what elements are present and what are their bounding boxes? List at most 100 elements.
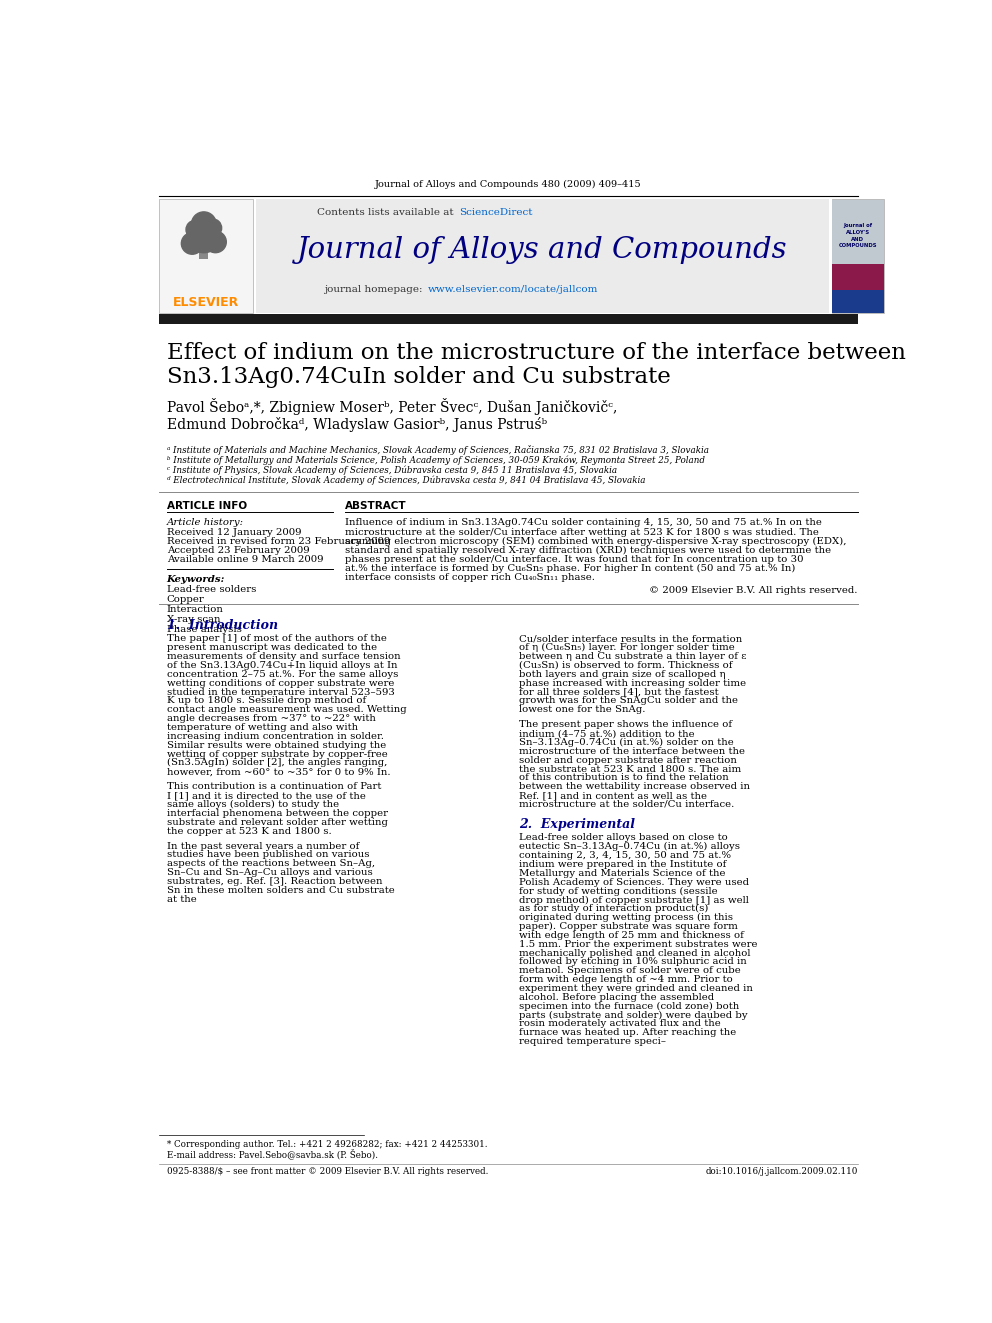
Text: at.% the interface is formed by Cu₆Sn₅ phase. For higher In content (50 and 75 a: at.% the interface is formed by Cu₆Sn₅ p… xyxy=(345,564,796,573)
Text: experiment they were grinded and cleaned in: experiment they were grinded and cleaned… xyxy=(519,984,753,994)
Circle shape xyxy=(186,218,221,253)
Text: The present paper shows the influence of: The present paper shows the influence of xyxy=(519,720,732,729)
Circle shape xyxy=(182,233,203,254)
Text: increasing indium concentration in solder.: increasing indium concentration in solde… xyxy=(167,732,384,741)
Text: concentration 2–75 at.%. For the same alloys: concentration 2–75 at.%. For the same al… xyxy=(167,669,398,679)
Text: solder and copper substrate after reaction: solder and copper substrate after reacti… xyxy=(519,755,737,765)
Text: of this contribution is to find the relation: of this contribution is to find the rela… xyxy=(519,774,729,782)
Text: Journal of Alloys and Compounds: Journal of Alloys and Compounds xyxy=(298,235,788,263)
FancyBboxPatch shape xyxy=(159,198,253,312)
Text: the copper at 523 K and 1800 s.: the copper at 523 K and 1800 s. xyxy=(167,827,331,836)
FancyBboxPatch shape xyxy=(832,198,884,312)
Text: Contents lists available at: Contents lists available at xyxy=(317,208,457,217)
Text: originated during wetting process (in this: originated during wetting process (in th… xyxy=(519,913,733,922)
Text: scanning electron microscopy (SEM) combined with energy-dispersive X-ray spectro: scanning electron microscopy (SEM) combi… xyxy=(345,537,846,545)
Text: the substrate at 523 K and 1800 s. The aim: the substrate at 523 K and 1800 s. The a… xyxy=(519,765,741,774)
FancyBboxPatch shape xyxy=(256,198,829,312)
Text: K up to 1800 s. Sessile drop method of: K up to 1800 s. Sessile drop method of xyxy=(167,696,366,705)
Text: as for study of interaction product(s): as for study of interaction product(s) xyxy=(519,904,708,913)
Text: Available online 9 March 2009: Available online 9 March 2009 xyxy=(167,556,323,565)
FancyBboxPatch shape xyxy=(159,315,858,324)
Text: eutectic Sn–3.13Ag–0.74Cu (in at.%) alloys: eutectic Sn–3.13Ag–0.74Cu (in at.%) allo… xyxy=(519,843,740,852)
Text: microstructure of the interface between the: microstructure of the interface between … xyxy=(519,747,745,755)
Text: Ref. [1] and in content as well as the: Ref. [1] and in content as well as the xyxy=(519,791,707,800)
Text: Copper: Copper xyxy=(167,595,204,605)
Text: substrates, eg. Ref. [3]. Reaction between: substrates, eg. Ref. [3]. Reaction betwe… xyxy=(167,877,382,886)
Text: Lead-free solders: Lead-free solders xyxy=(167,586,256,594)
Text: mechanically polished and cleaned in alcohol: mechanically polished and cleaned in alc… xyxy=(519,949,751,958)
Text: (Cu₃Sn) is observed to form. Thickness of: (Cu₃Sn) is observed to form. Thickness o… xyxy=(519,662,733,669)
Text: growth was for the SnAgCu solder and the: growth was for the SnAgCu solder and the xyxy=(519,696,738,705)
Text: Influence of indium in Sn3.13Ag0.74Cu solder containing 4, 15, 30, 50 and 75 at.: Influence of indium in Sn3.13Ag0.74Cu so… xyxy=(345,519,821,528)
Text: form with edge length of ~4 mm. Prior to: form with edge length of ~4 mm. Prior to xyxy=(519,975,733,984)
Text: phases present at the solder/Cu interface. It was found that for In concentratio: phases present at the solder/Cu interfac… xyxy=(345,554,804,564)
Text: present manuscript was dedicated to the: present manuscript was dedicated to the xyxy=(167,643,377,652)
Text: Similar results were obtained studying the: Similar results were obtained studying t… xyxy=(167,741,386,750)
Text: followed by etching in 10% sulphuric acid in: followed by etching in 10% sulphuric aci… xyxy=(519,958,747,966)
Text: contact angle measurement was used. Wetting: contact angle measurement was used. Wett… xyxy=(167,705,407,714)
Text: Metallurgy and Materials Science of the: Metallurgy and Materials Science of the xyxy=(519,869,726,878)
FancyBboxPatch shape xyxy=(199,243,208,259)
Text: with edge length of 25 mm and thickness of: with edge length of 25 mm and thickness … xyxy=(519,931,744,939)
Text: www.elsevier.com/locate/jallcom: www.elsevier.com/locate/jallcom xyxy=(428,286,598,294)
Text: wetting of copper substrate by copper-free: wetting of copper substrate by copper-fr… xyxy=(167,750,387,758)
Text: same alloys (solders) to study the: same alloys (solders) to study the xyxy=(167,800,338,810)
Text: angle decreases from ~37° to ~22° with: angle decreases from ~37° to ~22° with xyxy=(167,714,376,724)
Text: ELSEVIER: ELSEVIER xyxy=(173,296,239,310)
Text: ARTICLE INFO: ARTICLE INFO xyxy=(167,501,247,511)
Text: In the past several years a number of: In the past several years a number of xyxy=(167,841,359,851)
Text: rosin moderately activated flux and the: rosin moderately activated flux and the xyxy=(519,1020,721,1028)
Text: * Corresponding author. Tel.: +421 2 49268282; fax: +421 2 44253301.: * Corresponding author. Tel.: +421 2 492… xyxy=(167,1140,487,1148)
Text: paper). Copper substrate was square form: paper). Copper substrate was square form xyxy=(519,922,738,931)
Text: © 2009 Elsevier B.V. All rights reserved.: © 2009 Elsevier B.V. All rights reserved… xyxy=(650,586,858,595)
Circle shape xyxy=(191,212,216,237)
Text: Accepted 23 February 2009: Accepted 23 February 2009 xyxy=(167,546,310,556)
Text: for all three solders [4], but the fastest: for all three solders [4], but the faste… xyxy=(519,688,719,697)
Text: between the wettability increase observed in: between the wettability increase observe… xyxy=(519,782,750,791)
Text: parts (substrate and solder) were daubed by: parts (substrate and solder) were daubed… xyxy=(519,1011,748,1020)
Text: interfacial phenomena between the copper: interfacial phenomena between the copper xyxy=(167,808,388,818)
Text: studied in the temperature interval 523–593: studied in the temperature interval 523–… xyxy=(167,688,395,697)
Text: Lead-free solder alloys based on close to: Lead-free solder alloys based on close t… xyxy=(519,833,728,843)
Text: I [1] and it is directed to the use of the: I [1] and it is directed to the use of t… xyxy=(167,791,365,800)
Text: E-mail address: Pavel.Sebo@savba.sk (P. Šebo).: E-mail address: Pavel.Sebo@savba.sk (P. … xyxy=(167,1148,378,1159)
Text: doi:10.1016/j.jallcom.2009.02.110: doi:10.1016/j.jallcom.2009.02.110 xyxy=(705,1167,858,1176)
Text: Sn3.13Ag0.74CuIn solder and Cu substrate: Sn3.13Ag0.74CuIn solder and Cu substrate xyxy=(167,365,671,388)
Text: ᵇ Institute of Metallurgy and Materials Science, Polish Academy of Sciences, 30-: ᵇ Institute of Metallurgy and Materials … xyxy=(167,455,704,464)
Text: microstructure at the solder/Cu interface after wetting at 523 K for 1800 s was : microstructure at the solder/Cu interfac… xyxy=(345,528,818,537)
Text: ScienceDirect: ScienceDirect xyxy=(458,208,533,217)
Text: Sn–3.13Ag–0.74Cu (in at.%) solder on the: Sn–3.13Ag–0.74Cu (in at.%) solder on the xyxy=(519,738,734,747)
Text: Journal of
ALLOY'S
AND
COMPOUNDS: Journal of ALLOY'S AND COMPOUNDS xyxy=(838,224,877,249)
Text: ᵈ Electrotechnical Institute, Slovak Academy of Sciences, Dúbravska cesta 9, 841: ᵈ Electrotechnical Institute, Slovak Aca… xyxy=(167,475,645,484)
Text: wetting conditions of copper substrate were: wetting conditions of copper substrate w… xyxy=(167,679,394,688)
FancyBboxPatch shape xyxy=(832,265,884,291)
Text: indium (4–75 at.%) addition to the: indium (4–75 at.%) addition to the xyxy=(519,729,694,738)
Text: Sn–Cu and Sn–Ag–Cu alloys and various: Sn–Cu and Sn–Ag–Cu alloys and various xyxy=(167,868,372,877)
Text: metanol. Specimens of solder were of cube: metanol. Specimens of solder were of cub… xyxy=(519,966,741,975)
Text: microstructure at the solder/Cu interface.: microstructure at the solder/Cu interfac… xyxy=(519,800,735,808)
Text: however, from ~60° to ~35° for 0 to 9% In.: however, from ~60° to ~35° for 0 to 9% I… xyxy=(167,767,390,777)
Text: for study of wetting conditions (sessile: for study of wetting conditions (sessile xyxy=(519,886,718,896)
Text: Interaction: Interaction xyxy=(167,606,223,614)
Text: Cu/solder interface results in the formation: Cu/solder interface results in the forma… xyxy=(519,635,742,643)
Text: drop method) of copper substrate [1] as well: drop method) of copper substrate [1] as … xyxy=(519,896,749,905)
Text: 2.  Experimental: 2. Experimental xyxy=(519,818,635,831)
Text: between η and Cu substrate a thin layer of ε: between η and Cu substrate a thin layer … xyxy=(519,652,747,662)
Text: standard and spatially resolved X-ray diffraction (XRD) techniques were used to : standard and spatially resolved X-ray di… xyxy=(345,545,831,554)
Text: Received 12 January 2009: Received 12 January 2009 xyxy=(167,528,302,537)
Text: at the: at the xyxy=(167,894,196,904)
Text: Pavol Šeboᵃ,*, Zbigniew Moserᵇ, Peter Švecᶜ, Dušan Janičkovičᶜ,: Pavol Šeboᵃ,*, Zbigniew Moserᵇ, Peter Šv… xyxy=(167,398,617,415)
Text: indium were prepared in the Institute of: indium were prepared in the Institute of xyxy=(519,860,726,869)
Circle shape xyxy=(204,232,226,253)
Text: measurements of density and surface tension: measurements of density and surface tens… xyxy=(167,652,400,662)
Text: 1.5 mm. Prior the experiment substrates were: 1.5 mm. Prior the experiment substrates … xyxy=(519,939,758,949)
Text: both layers and grain size of scalloped η: both layers and grain size of scalloped … xyxy=(519,669,726,679)
Text: Journal of Alloys and Compounds 480 (2009) 409–415: Journal of Alloys and Compounds 480 (200… xyxy=(375,180,642,189)
Text: Edmund Dobročkaᵈ, Wladyslaw Gasiorᵇ, Janus Pstruśᵇ: Edmund Dobročkaᵈ, Wladyslaw Gasiorᵇ, Jan… xyxy=(167,417,547,431)
Text: alcohol. Before placing the assembled: alcohol. Before placing the assembled xyxy=(519,992,714,1002)
Text: aspects of the reactions between Sn–Ag,: aspects of the reactions between Sn–Ag, xyxy=(167,859,375,868)
Text: substrate and relevant solder after wetting: substrate and relevant solder after wett… xyxy=(167,818,388,827)
Text: Sn in these molten solders and Cu substrate: Sn in these molten solders and Cu substr… xyxy=(167,886,395,894)
Text: X-ray scan: X-ray scan xyxy=(167,615,220,624)
Text: Received in revised form 23 February 2009: Received in revised form 23 February 200… xyxy=(167,537,390,546)
